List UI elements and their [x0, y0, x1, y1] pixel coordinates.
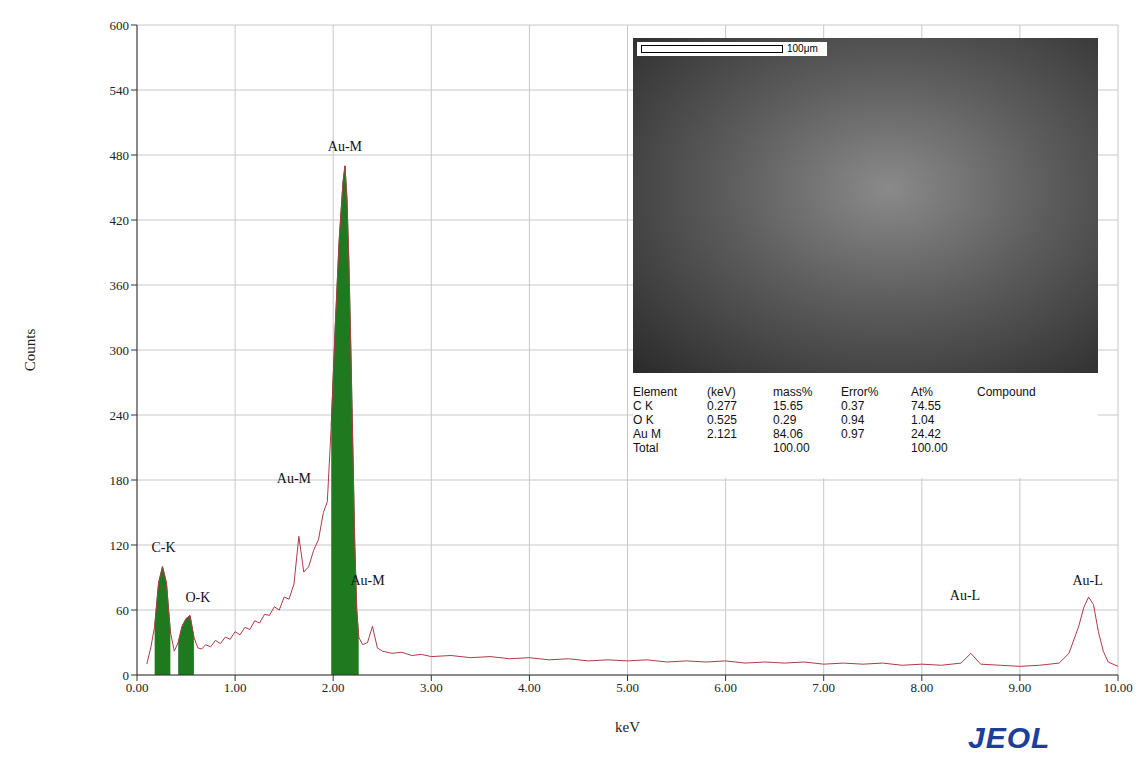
- html-text:84.06: 84.06: [773, 427, 803, 441]
- svg-text:5.00: 5.00: [616, 680, 639, 695]
- svg-text:keV: keV: [615, 719, 640, 735]
- html-text:0.525: 0.525: [707, 413, 737, 427]
- html-text:100.00: 100.00: [773, 441, 810, 455]
- svg-text:2.00: 2.00: [322, 680, 345, 695]
- svg-text:O-K: O-K: [185, 590, 210, 605]
- html-text:(keV): (keV): [707, 385, 736, 399]
- svg-text:Au-M: Au-M: [350, 573, 385, 588]
- svg-text:300: 300: [110, 343, 130, 358]
- html-text:100μm: 100μm: [787, 43, 818, 54]
- html-text:2.121: 2.121: [707, 427, 737, 441]
- svg-text:Au-M: Au-M: [277, 471, 312, 486]
- svg-text:9.00: 9.00: [1009, 680, 1032, 695]
- svg-text:0.00: 0.00: [126, 680, 149, 695]
- svg-text:540: 540: [110, 83, 130, 98]
- svg-text:10.00: 10.00: [1103, 680, 1132, 695]
- html-text:74.55: 74.55: [911, 399, 941, 413]
- svg-text:0: 0: [123, 668, 130, 683]
- html-text:100.00: 100.00: [911, 441, 948, 455]
- svg-text:C-K: C-K: [151, 540, 175, 555]
- html-text:0.277: 0.277: [707, 399, 737, 413]
- html-text:At%: At%: [911, 385, 933, 399]
- html-text:Compound: Compound: [977, 385, 1036, 399]
- html-text:Au M: Au M: [633, 427, 661, 441]
- svg-text:6.00: 6.00: [714, 680, 737, 695]
- svg-text:7.00: 7.00: [812, 680, 835, 695]
- html-text:JEOL: JEOL: [968, 721, 1051, 754]
- svg-text:60: 60: [116, 603, 129, 618]
- html-text:O K: O K: [633, 413, 654, 427]
- svg-text:240: 240: [110, 408, 130, 423]
- html-text:Element: Element: [633, 385, 677, 399]
- html-text:0.29: 0.29: [773, 413, 797, 427]
- html-text:Error%: Error%: [841, 385, 879, 399]
- svg-text:8.00: 8.00: [910, 680, 933, 695]
- html-text:15.65: 15.65: [773, 399, 803, 413]
- html-text:0.94: 0.94: [841, 413, 865, 427]
- html-text:24.42: 24.42: [911, 427, 941, 441]
- svg-text:4.00: 4.00: [518, 680, 541, 695]
- svg-text:1.00: 1.00: [224, 680, 247, 695]
- html-text:0.97: 0.97: [841, 427, 865, 441]
- svg-text:180: 180: [110, 473, 130, 488]
- svg-text:480: 480: [110, 148, 130, 163]
- svg-text:Counts: Counts: [22, 329, 38, 372]
- svg-text:120: 120: [110, 538, 130, 553]
- html-text:mass%: mass%: [773, 385, 813, 399]
- svg-text:360: 360: [110, 278, 130, 293]
- svg-text:Au-M: Au-M: [328, 139, 363, 154]
- svg-text:Au-L: Au-L: [1072, 573, 1102, 588]
- svg-text:3.00: 3.00: [420, 680, 443, 695]
- svg-text:Au-L: Au-L: [950, 588, 980, 603]
- svg-text:600: 600: [110, 18, 130, 33]
- html-text:0.37: 0.37: [841, 399, 865, 413]
- html-text:1.04: 1.04: [911, 413, 935, 427]
- html-text:C K: C K: [633, 399, 653, 413]
- svg-text:420: 420: [110, 213, 130, 228]
- html-text:Total: Total: [633, 441, 659, 455]
